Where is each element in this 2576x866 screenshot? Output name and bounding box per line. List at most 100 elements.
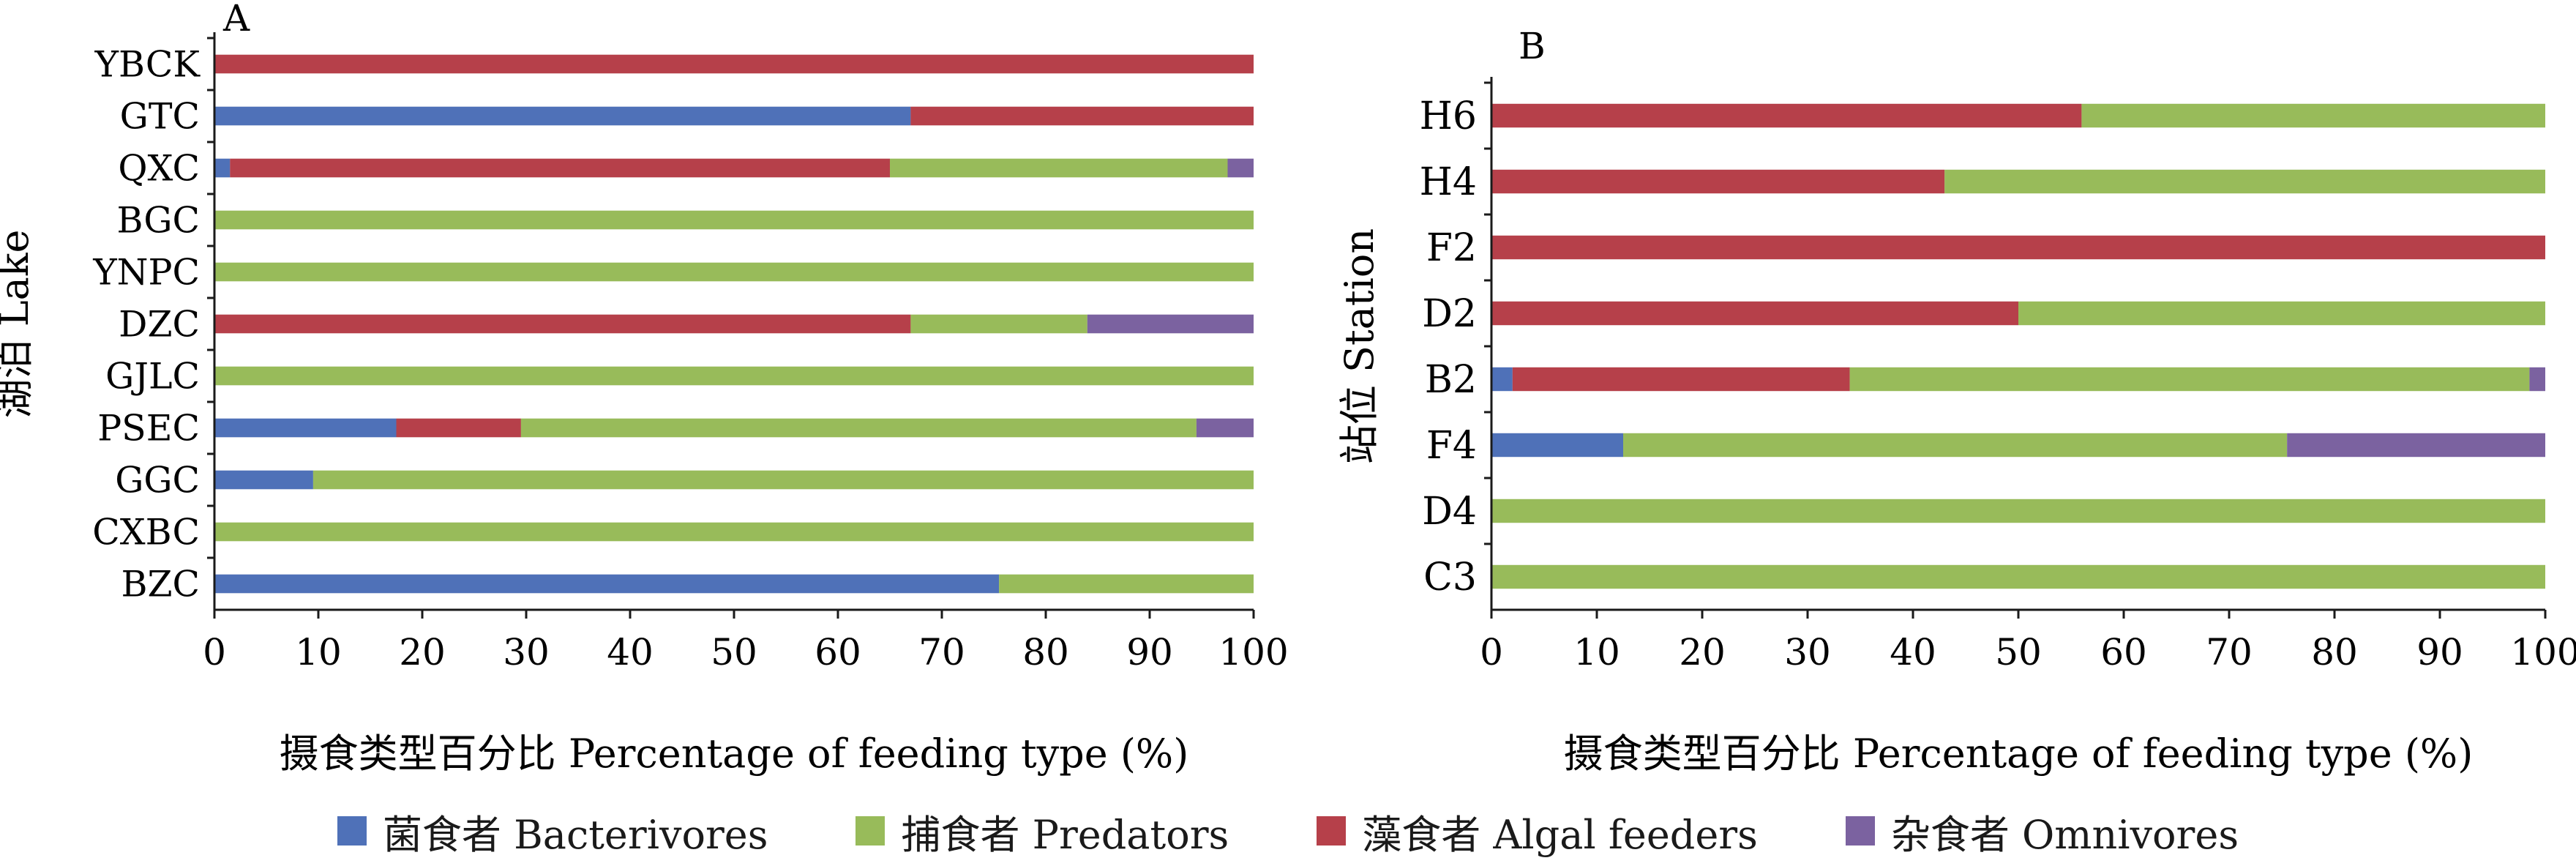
bar-segment-algal-h4 [1491,169,1945,194]
legend-item-predators: 捕食者 Predators [855,802,1229,860]
bar-segment-bacterivores-b2 [1491,367,1513,392]
x-tick-label: 30 [1784,631,1831,673]
x-tick-label: 90 [2416,631,2463,673]
bar-segment-omnivores-b2 [2529,367,2545,392]
bar-segment-predators-dzc [910,314,1087,334]
panel-label: A [222,0,250,40]
x-tick-label: 90 [1126,631,1173,673]
x-tick-label: 100 [1218,631,1288,673]
bar-segment-predators-ggc [312,470,1254,490]
legend-swatch-omnivores [1845,816,1875,846]
bar-segment-predators-bgc [214,210,1254,230]
panel-b-chart: B H6 H4 F2 D2 B2 F4 D4 C30 10 20 30 40 50 60 70 80 90 100 摄… [1336,25,2576,777]
legend-item-bacterivores: 菌食者 Bacterivores [337,802,768,860]
bar-segment-predators-h4 [1944,169,2545,194]
bar-segment-predators-gjlc [214,366,1254,386]
bar-segment-algal-b2 [1512,367,1850,392]
x-tick-label: 80 [1022,631,1069,673]
legend-label-algal-feeders: 藻食者 Algal feeders [1362,811,1758,858]
bar-segment-bacterivores-psec [214,418,397,438]
bar-segment-predators-bzc [999,574,1254,594]
bar-segment-predators-ynpc [214,262,1254,282]
x-tick-label: 50 [711,631,757,673]
legend-label-omnivores: 杂食者 Omnivores [1890,811,2239,858]
x-tick-label: 20 [1679,631,1726,673]
category-label-h6: H6 [1420,94,1477,138]
bar-segment-algal-dzc [214,314,911,334]
bar-segment-omnivores-qxc [1227,158,1254,178]
bar-segment-predators-d2 [2018,301,2545,326]
category-label-qxc: QXC [118,148,200,190]
category-label-c3: C3 [1423,556,1477,600]
panel-a-chart: A YBCK GTC QXC BGC YNPC DZC GJLC PSEC GGC CXBC BZC0… [0,0,1289,777]
category-label-h4: H4 [1420,160,1477,204]
bar-segment-bacterivores-bzc [214,574,1000,594]
legend-item-omnivores: 杂食者 Omnivores [1845,802,2239,860]
bar-segment-predators-b2 [1849,367,2530,392]
category-label-bgc: BGC [116,200,200,242]
x-tick-label: 60 [815,631,861,673]
x-tick-label: 10 [295,631,342,673]
bar-segment-predators-f4 [1623,433,2288,458]
category-label-psec: PSEC [97,408,200,449]
bar-segment-predators-psec [520,418,1197,438]
x-tick-label: 30 [503,631,550,673]
x-tick-label: 0 [203,631,226,673]
category-label-f4: F4 [1426,424,1477,468]
bar-segment-algal-f2 [1491,235,2545,260]
category-label-b2: B2 [1425,358,1477,402]
bar-segment-algal-d2 [1491,301,2018,326]
category-label-bzc: BZC [121,564,200,605]
category-label-gtc: GTC [120,96,200,138]
y-axis-title: 站位 Station [1336,228,1382,464]
x-tick-label: 0 [1480,631,1503,673]
category-label-ybck: YBCK [94,44,201,86]
category-label-dzc: DZC [119,304,200,346]
category-label-d4: D4 [1422,490,1477,534]
x-tick-label: 20 [399,631,446,673]
bar-segment-bacterivores-qxc [214,158,231,178]
category-label-gjlc: GJLC [105,356,200,397]
legend-item-algal-feeders: 藻食者 Algal feeders [1317,802,1758,860]
x-tick-label: 10 [1573,631,1620,673]
bar-segment-algal-gtc [910,106,1254,126]
bar-segment-omnivores-dzc [1087,314,1254,334]
bar-segment-predators-d4 [1491,499,2545,523]
x-tick-label: 80 [2311,631,2358,673]
category-label-f2: F2 [1426,226,1477,270]
x-tick-label: 100 [2510,631,2576,673]
legend-label-predators: 捕食者 Predators [901,811,1229,858]
bar-segment-predators-c3 [1491,564,2545,589]
bar-segment-omnivores-f4 [2287,433,2545,458]
bar-segment-predators-qxc [890,158,1228,178]
x-tick-label: 50 [1995,631,2042,673]
bar-segment-algal-h6 [1491,103,2082,128]
bar-segment-algal-ybck [214,54,1254,74]
category-label-ggc: GGC [115,460,200,501]
x-tick-label: 60 [2100,631,2147,673]
legend-swatch-bacterivores [337,816,367,846]
bar-segment-algal-psec [396,418,521,438]
legend: 菌食者 Bacterivores 捕食者 Predators 藻食者 Algal… [0,805,2576,858]
x-tick-label: 40 [1890,631,1936,673]
x-axis-title: 摄食类型百分比 Percentage of feeding type (%) [1564,731,2474,777]
category-label-ynpc: YNPC [92,252,200,294]
panel-label: B [1519,25,1546,67]
x-tick-label: 70 [918,631,965,673]
legend-label-bacterivores: 菌食者 Bacterivores [382,811,768,858]
legend-swatch-algal-feeders [1317,816,1347,846]
category-label-d2: D2 [1422,292,1477,336]
bar-segment-bacterivores-gtc [214,106,911,126]
legend-swatch-predators [855,816,886,846]
y-axis-title: 湖泊 Lake [0,230,37,419]
bar-segment-omnivores-psec [1196,418,1254,438]
bar-segment-predators-cxbc [214,522,1254,542]
bar-segment-algal-qxc [230,158,890,178]
bar-segment-predators-h6 [2081,103,2545,128]
x-axis-title: 摄食类型百分比 Percentage of feeding type (%) [280,731,1189,777]
x-tick-label: 40 [607,631,654,673]
category-label-cxbc: CXBC [92,512,200,553]
bar-segment-bacterivores-ggc [214,470,313,490]
bar-segment-bacterivores-f4 [1491,433,1623,458]
